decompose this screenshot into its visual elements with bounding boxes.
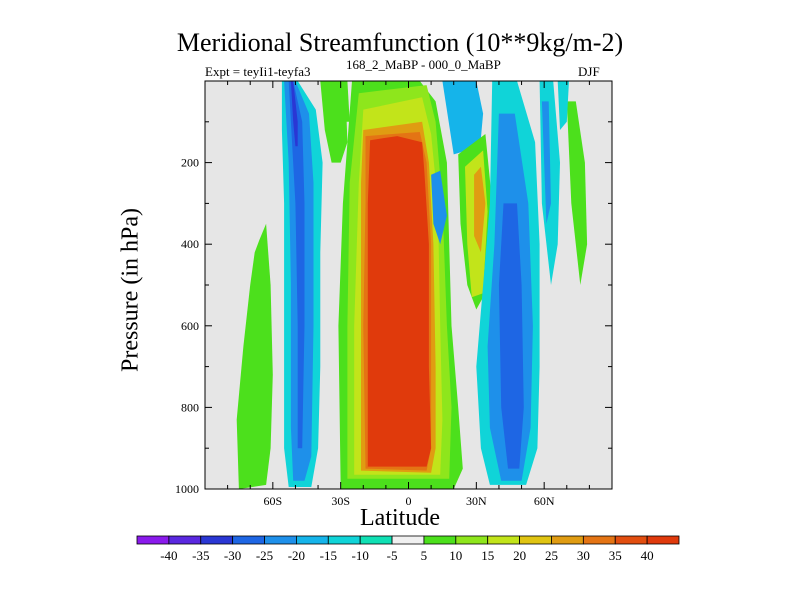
nh-negative-cell-inner [498,203,524,469]
colorbar-label: -10 [352,548,369,563]
sh-south-green-patch [236,223,273,490]
experiment-label: Expt = teyIi1-teyfa3 [205,64,311,79]
colorbar-swatch [646,535,680,545]
x-tick-label: 30N [466,494,487,508]
chart-title: Meridional Streamfunction (10**9kg/m-2) [176,28,624,57]
colorbar-label: -15 [320,548,337,563]
colorbar-swatch [423,535,457,545]
y-tick-label: 600 [181,319,199,333]
sh-negative-cell-core [290,81,298,147]
colorbar-label: 30 [577,548,590,563]
colorbar: -40 -35 -30 -25 -20 -15 -10 -5 5 10 15 20 25 30 35 40 [136,535,680,563]
colorbar-label: 20 [513,548,526,563]
colorbar-label: -20 [288,548,305,563]
sh-negative-cell-inner [288,81,305,449]
y-tick-label: 400 [181,237,199,251]
y-tick-label: 200 [181,156,199,170]
x-axis-label: Latitude [360,505,440,531]
colorbar-label: -35 [192,548,209,563]
colorbar-label: -25 [256,548,273,563]
colorbar-swatch [296,535,329,545]
colorbar-label: 35 [609,548,622,563]
y-axis-label: Pressure (in hPa) [117,208,144,372]
nh-far-cyan-streak [557,81,569,130]
nh-far-green-patch [566,101,588,286]
colorbar-swatch [168,535,202,545]
period-label: 168_2_MaBP - 000_0_MaBP [346,57,501,72]
colorbar-label: -30 [224,548,241,563]
sh-narrow-green-streak [342,81,350,122]
colorbar-swatch [487,535,520,545]
colorbar-label: 5 [421,548,428,563]
tropical-cell-core [367,136,432,467]
x-tick-label: 0 [406,494,412,508]
colorbar-label: -40 [160,548,177,563]
colorbar-swatch [391,535,425,545]
colorbar-label: 10 [449,548,462,563]
nh-right-blue-band [541,101,551,224]
colorbar-swatch [264,535,297,545]
y-tick-label: 1000 [175,482,199,496]
colorbar-swatch [136,535,170,545]
x-tick-label: 60N [534,494,555,508]
colorbar-swatch [232,535,265,545]
season-label: DJF [578,64,600,79]
nh-subtropical-negative-blob [431,170,447,245]
colorbar-swatch [551,535,584,545]
colorbar-swatch [327,535,361,545]
x-tick-label: 30S [331,494,350,508]
contour-fill-group [236,81,588,490]
colorbar-label: 40 [641,548,654,563]
colorbar-swatch [519,535,552,545]
colorbar-swatch [455,535,489,545]
colorbar-label: -5 [387,548,398,563]
colorbar-label: 15 [481,548,494,563]
colorbar-swatch [582,535,616,545]
axes-group: 60S 30S 0 30N 60N 200 400 600 800 1000 [175,81,612,508]
x-tick-label: 60S [263,494,282,508]
upper-positive-band [320,81,348,163]
y-tick-label: 800 [181,400,199,414]
colorbar-swatch [614,535,648,545]
colorbar-label: 25 [545,548,558,563]
nh-upper-cyan-band [442,81,484,155]
nh-subtropical-positive-core [474,166,486,253]
colorbar-swatch [200,535,234,545]
colorbar-swatch [359,535,393,545]
